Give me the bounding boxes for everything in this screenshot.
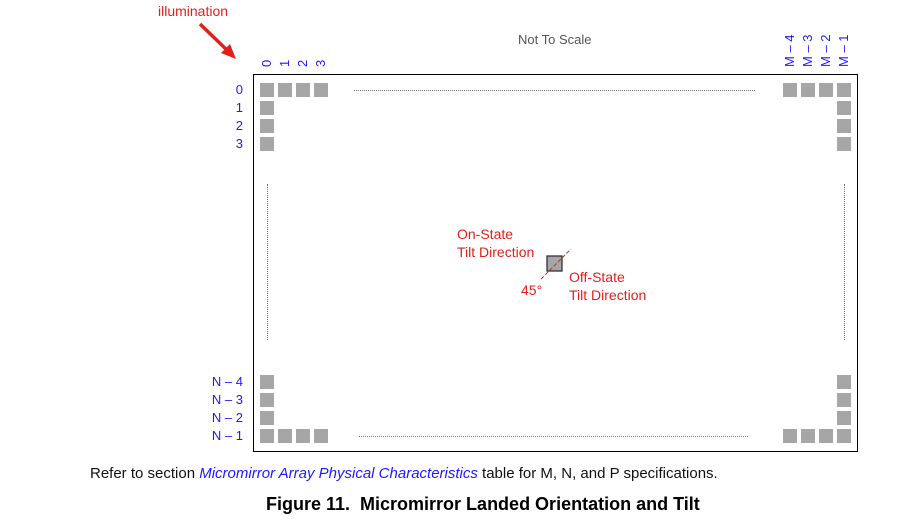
reference-note: Refer to section Micromirror Array Physi… xyxy=(90,465,718,482)
mirror-tl-h3 xyxy=(314,83,328,97)
mirror-tl-h0 xyxy=(260,83,274,97)
col-label-m1: M – 1 xyxy=(836,34,851,67)
mirror-bl-h0 xyxy=(260,429,274,443)
mirror-br-v2 xyxy=(837,411,851,425)
illumination-arrow-icon xyxy=(198,22,236,59)
col-label-2: 2 xyxy=(295,59,310,67)
dotted-line-top xyxy=(354,90,755,91)
figure-caption: Figure 11. Micromirror Landed Orientatio… xyxy=(266,494,700,514)
mirror-bl-h1 xyxy=(278,429,292,443)
mirror-bl-h3 xyxy=(314,429,328,443)
off-state-label: Off-State Tilt Direction xyxy=(569,269,647,303)
reference-note-link[interactable]: Micromirror Array Physical Characteristi… xyxy=(199,465,478,482)
mirror-br-h3 xyxy=(837,429,851,443)
mirror-bl-v0 xyxy=(260,375,274,389)
row-label-n3: N – 3 xyxy=(211,392,243,407)
reference-note-suffix: table for M, N, and P specifications. xyxy=(477,465,718,482)
mirror-tr-h0 xyxy=(783,83,797,97)
row-label-2: 2 xyxy=(235,118,243,133)
col-label-0: 0 xyxy=(259,59,274,67)
col-label-m3: M – 3 xyxy=(800,34,815,67)
row-label-n1: N – 1 xyxy=(211,428,243,443)
mirror-tr-v2 xyxy=(837,119,851,133)
mirror-tr-h3 xyxy=(837,83,851,97)
col-label-1: 1 xyxy=(277,59,292,67)
row-label-1: 1 xyxy=(235,100,243,115)
dotted-line-bottom xyxy=(359,436,748,437)
dotted-line-left xyxy=(267,184,268,340)
mirror-tl-h1 xyxy=(278,83,292,97)
dotted-line-right xyxy=(844,184,845,340)
mirror-br-v0 xyxy=(837,375,851,389)
row-label-n4: N – 4 xyxy=(211,374,243,389)
row-label-n2: N – 2 xyxy=(211,410,243,425)
mirror-br-h0 xyxy=(783,429,797,443)
on-state-label: On-State Tilt Direction xyxy=(457,226,535,260)
mirror-br-v1 xyxy=(837,393,851,407)
scale-note: Not To Scale xyxy=(518,32,592,47)
col-label-m2: M – 2 xyxy=(818,34,833,67)
illumination-label: illumination xyxy=(158,3,229,19)
row-label-0: 0 xyxy=(235,82,243,97)
mirror-br-h2 xyxy=(819,429,833,443)
mirror-tl-h2 xyxy=(296,83,310,97)
reference-note-prefix: Refer to section xyxy=(90,465,200,482)
tilt-mirror-diagram xyxy=(540,248,572,280)
mirror-tr-h2 xyxy=(819,83,833,97)
row-label-3: 3 xyxy=(235,136,243,151)
mirror-tl-v3 xyxy=(260,137,274,151)
mirror-tr-v1 xyxy=(837,101,851,115)
mirror-tr-h1 xyxy=(801,83,815,97)
mirror-bl-v2 xyxy=(260,411,274,425)
mirror-tl-v1 xyxy=(260,101,274,115)
mirror-br-h1 xyxy=(801,429,815,443)
mirror-bl-v1 xyxy=(260,393,274,407)
mirror-tr-v3 xyxy=(837,137,851,151)
col-label-m4: M – 4 xyxy=(782,34,797,67)
col-label-3: 3 xyxy=(313,59,328,67)
mirror-bl-h2 xyxy=(296,429,310,443)
micromirror-array-frame xyxy=(253,74,858,452)
angle-label: 45° xyxy=(521,282,543,298)
mirror-tl-v2 xyxy=(260,119,274,133)
